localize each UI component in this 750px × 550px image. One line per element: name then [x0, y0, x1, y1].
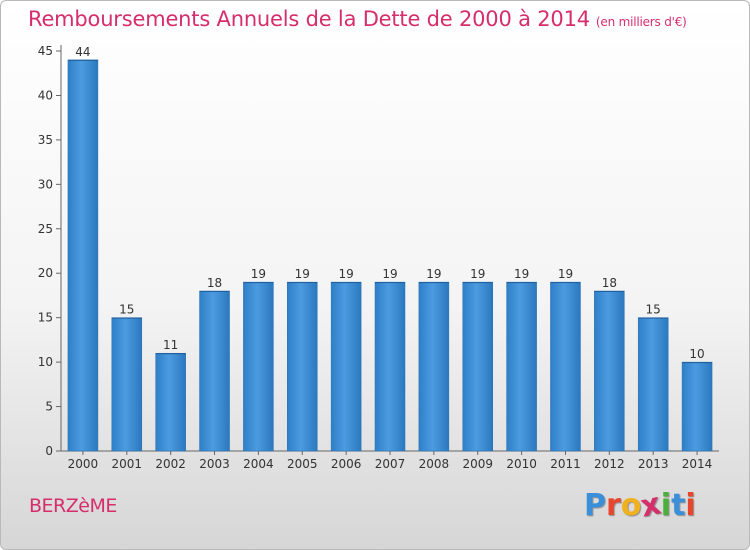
- data-label-2001: 15: [119, 303, 134, 317]
- data-label-2005: 19: [295, 267, 310, 281]
- logo-letter: i: [660, 488, 672, 523]
- logo-letter: t: [671, 488, 686, 523]
- bar-2005: [287, 281, 318, 452]
- logo-letter: P: [584, 488, 606, 523]
- y-tick-label: 40: [38, 88, 53, 102]
- chart-title: Remboursements Annuels de la Dette de 20…: [28, 7, 687, 31]
- x-tick-label-2003: 2003: [199, 457, 230, 471]
- x-tick-label-2000: 2000: [68, 457, 99, 471]
- x-tick-label-2012: 2012: [594, 457, 625, 471]
- data-label-2002: 11: [163, 338, 178, 352]
- data-label-2012: 18: [602, 276, 617, 290]
- x-tick-label-2010: 2010: [506, 457, 537, 471]
- bar-2004: [243, 281, 274, 452]
- y-tick-label: 10: [38, 355, 53, 369]
- bar-2013: [637, 317, 669, 452]
- logo-letter: o: [620, 488, 642, 523]
- logo-letter: r: [606, 488, 621, 523]
- y-tick-label: 45: [38, 44, 53, 58]
- x-tick-label-2011: 2011: [550, 457, 581, 471]
- bar-2001: [111, 317, 143, 452]
- bar-2008: [418, 281, 450, 452]
- commune-name: BERZèME: [29, 495, 117, 517]
- bar-2014: [681, 361, 713, 452]
- x-tick-label-2009: 2009: [462, 457, 493, 471]
- bar-2007: [374, 281, 406, 452]
- data-label-2007: 19: [382, 267, 397, 281]
- chart-title-text: Remboursements Annuels de la Dette de 20…: [28, 7, 590, 31]
- bar-2002: [155, 352, 186, 452]
- y-axis: 0 5 10 15 20 25 30 35 40 45: [38, 44, 62, 458]
- bar-2003: [199, 290, 230, 452]
- x-tick-label-2001: 2001: [112, 457, 143, 471]
- bar-2012: [594, 290, 625, 452]
- y-tick-label: 25: [38, 222, 53, 236]
- bar-2011: [550, 281, 581, 452]
- data-label-2008: 19: [426, 267, 441, 281]
- data-label-2014: 10: [689, 347, 704, 361]
- x-tick-label-2004: 2004: [243, 457, 274, 471]
- x-axis: 2000 2001 2002 2003 2004 2005 2006 2007 2008 2009…: [61, 450, 719, 471]
- x-tick-label-2014: 2014: [682, 457, 713, 471]
- x-tick-label-2005: 2005: [287, 457, 318, 471]
- data-labels: 44 15 11 18 19 19 19 19 19 19 19 19 18 15 10: [75, 45, 704, 361]
- bar-2000: [67, 59, 99, 452]
- data-label-2004: 19: [251, 267, 266, 281]
- data-label-2006: 19: [338, 267, 353, 281]
- x-tick-label-2007: 2007: [375, 457, 406, 471]
- proxiti-logo: Proxiti: [584, 486, 696, 524]
- y-tick-label: 20: [38, 266, 53, 280]
- x-tick-label-2002: 2002: [155, 457, 186, 471]
- y-tick-label: 35: [38, 133, 53, 147]
- data-label-2000: 44: [75, 45, 90, 59]
- bar-2006: [330, 281, 362, 452]
- y-tick-label: 5: [45, 400, 53, 414]
- x-tick-label-2008: 2008: [419, 457, 450, 471]
- y-tick-label: 15: [38, 311, 53, 325]
- bars: [67, 59, 713, 452]
- y-tick-label: 0: [45, 444, 53, 458]
- bar-2010: [506, 281, 537, 452]
- y-tick-label: 30: [38, 177, 53, 191]
- x-tick-label-2006: 2006: [331, 457, 362, 471]
- bar-2009: [462, 281, 493, 452]
- data-label-2013: 15: [646, 303, 661, 317]
- chart-unit: (en milliers d'€): [595, 15, 687, 29]
- x-tick-label-2013: 2013: [638, 457, 669, 471]
- data-label-2011: 19: [558, 267, 573, 281]
- data-label-2010: 19: [514, 267, 529, 281]
- data-label-2009: 19: [470, 267, 485, 281]
- data-label-2003: 18: [207, 276, 222, 290]
- logo-letter: i: [685, 488, 696, 523]
